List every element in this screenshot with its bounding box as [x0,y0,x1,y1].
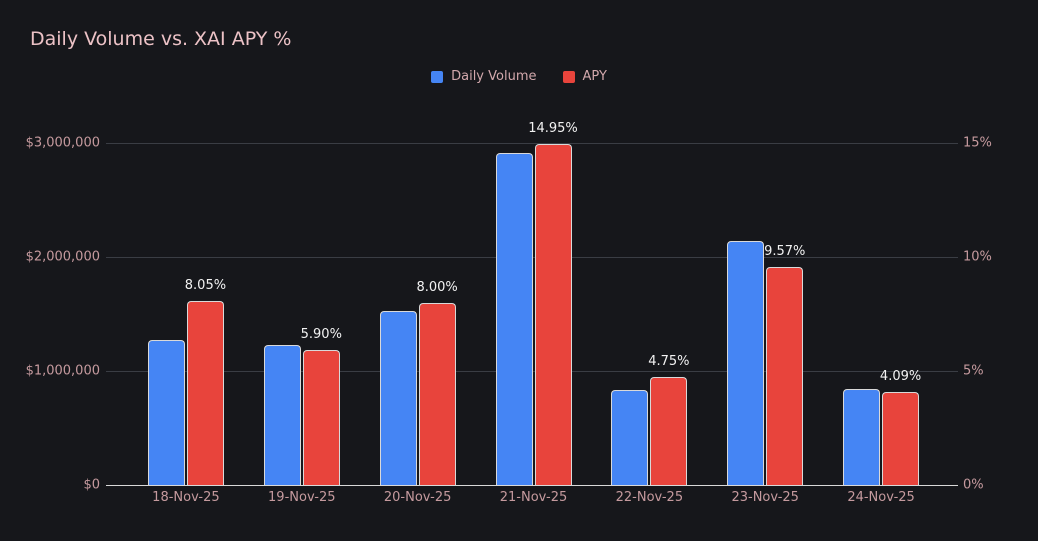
bar-apy-19-Nov-25[interactable]: 5.90% [301,328,342,485]
bar-daily-volume-24-Nov-25[interactable] [843,388,881,485]
apy-value-label: 4.75% [648,353,690,369]
x-tick-20-Nov-25: 20-Nov-25 [383,490,452,505]
bar-daily-volume-18-Nov-25[interactable] [147,339,185,485]
legend: Daily Volume APY [0,69,1038,84]
y-tick-right: 5% [963,363,984,379]
x-tick-21-Nov-25: 21-Nov-25 [499,490,568,505]
bar-apy-23-Nov-25[interactable]: 9.57% [764,245,805,485]
bar-apy-24-Nov-25[interactable]: 4.09% [880,370,921,485]
apy-value-label: 8.05% [184,278,227,294]
x-tick-24-Nov-25: 24-Nov-25 [847,490,915,505]
legend-item-daily-volume[interactable]: Daily Volume [431,69,537,84]
bar-group-24-Nov-25: 4.09% [823,143,939,485]
apy-value-label: 9.57% [764,243,806,259]
bar-daily-volume-20-Nov-25[interactable] [379,310,417,485]
bar-daily-volume-22-Nov-25[interactable] [611,389,649,485]
x-axis-line [106,485,958,486]
legend-label: Daily Volume [451,69,537,84]
legend-marker-icon [562,70,575,83]
bar-group-19-Nov-25: 5.90% [244,143,360,485]
y-tick-left: $2,000,000 [25,249,100,265]
apy-value-label: 14.95% [528,121,578,137]
bar-group-23-Nov-25: 9.57% [707,143,823,485]
bar-apy-20-Nov-25[interactable]: 8.00% [416,281,458,485]
chart-title: Daily Volume vs. XAI APY % [30,28,292,50]
x-tick-18-Nov-25: 18-Nov-25 [152,490,220,505]
apy-value-label: 5.90% [300,327,342,343]
x-tick-19-Nov-25: 19-Nov-25 [268,490,336,505]
bar-daily-volume-23-Nov-25[interactable] [727,241,765,485]
y-tick-right: 0% [963,477,984,493]
y-axis-right: 15% 10% 5% 0% [963,136,1033,493]
y-axis-left: $3,000,000 $2,000,000 $1,000,000 $0 [0,136,100,493]
plot-area: 8.05% 5.90% 8.00% 14.95% 4.75% 9.57% 4.09% [106,122,958,486]
apy-value-label: 8.00% [416,279,458,295]
bar-group-22-Nov-25: 4.75% [591,143,707,485]
y-tick-right: 10% [963,249,992,265]
bar-daily-volume-21-Nov-25[interactable] [495,153,533,485]
bar-apy-18-Nov-25[interactable]: 8.05% [185,279,226,485]
x-axis-labels: 18-Nov-25 19-Nov-25 20-Nov-25 21-Nov-25 22-N… [106,490,957,505]
y-tick-left: $0 [83,477,100,493]
legend-label: APY [582,69,607,84]
bar-group-20-Nov-25: 8.00% [360,143,476,485]
x-tick-23-Nov-25: 23-Nov-25 [731,490,799,505]
y-tick-right: 15% [963,135,992,151]
legend-item-apy[interactable]: APY [562,69,607,84]
bars-row: 8.05% 5.90% 8.00% 14.95% 4.75% 9.57% 4.09% [106,122,957,485]
y-tick-left: $1,000,000 [25,363,100,379]
bar-group-18-Nov-25: 8.05% [128,143,244,485]
bar-daily-volume-19-Nov-25[interactable] [263,344,301,485]
y-tick-left: $3,000,000 [25,135,100,151]
bar-apy-22-Nov-25[interactable]: 4.75% [648,355,690,485]
x-tick-22-Nov-25: 22-Nov-25 [615,490,684,505]
bar-apy-21-Nov-25[interactable]: 14.95% [528,122,578,485]
legend-marker-icon [431,70,444,83]
bar-group-21-Nov-25: 14.95% [476,122,592,485]
apy-value-label: 4.09% [879,368,922,384]
gridline [106,143,958,144]
